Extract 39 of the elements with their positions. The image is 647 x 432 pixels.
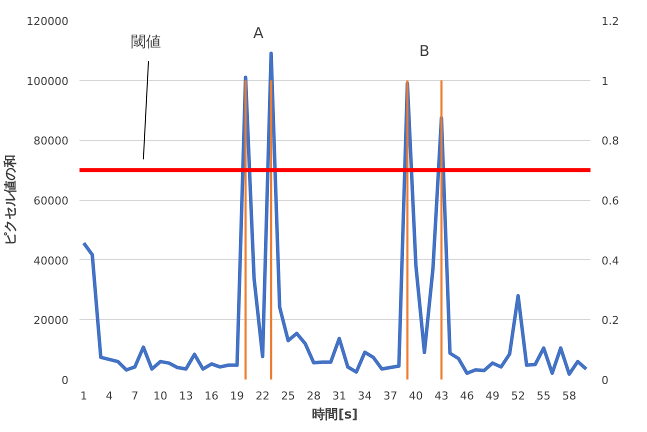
x-tick-label: 49 <box>486 390 500 402</box>
y-tick-label: 80000 <box>34 134 69 148</box>
y-tick-label: 20000 <box>34 314 69 328</box>
x-axis-title: 時間[s] <box>312 408 358 422</box>
y2-tick-label: 0.2 <box>602 314 619 328</box>
y2-tick-label: 0.8 <box>602 134 619 148</box>
x-tick-label: 52 <box>511 390 526 402</box>
y2-tick-label: 0.4 <box>602 254 619 268</box>
x-tick-label: 31 <box>332 390 346 402</box>
x-tick-label: 28 <box>306 390 321 402</box>
ref-line-label: 閾値 <box>130 32 161 50</box>
x-tick-label: 34 <box>358 390 372 402</box>
x-tick-label: 16 <box>204 390 219 402</box>
annotation: B <box>419 42 430 60</box>
y-tick-label: 100000 <box>26 74 69 88</box>
x-tick-label: 4 <box>106 390 113 402</box>
x-tick-label: 58 <box>562 390 576 402</box>
x-tick-label: 37 <box>383 390 398 402</box>
y-tick-label: 0 <box>62 374 68 387</box>
x-tick-label: 13 <box>178 390 193 402</box>
y-tick-label: 60000 <box>34 194 69 208</box>
x-tick-label: 19 <box>230 390 244 402</box>
x-tick-label: 7 <box>131 390 138 402</box>
y2-tick-label: 0.6 <box>602 194 619 208</box>
annotation: A <box>253 24 264 42</box>
y2-tick-label: 1.2 <box>602 15 619 28</box>
y2-tick-label: 0 <box>602 374 608 387</box>
x-tick-label: 43 <box>434 390 448 402</box>
x-tick-label: 40 <box>408 390 423 402</box>
y2-tick-label: 1 <box>602 74 608 88</box>
x-tick-label: 46 <box>460 390 474 402</box>
x-tick-label: 55 <box>536 390 551 402</box>
x-tick-label: 25 <box>281 390 296 402</box>
y-axis-title: ピクセル値の和 <box>2 154 19 246</box>
x-tick-label: 10 <box>153 390 168 402</box>
y-tick-label: 120000 <box>26 15 69 28</box>
x-tick-label: 22 <box>256 390 270 402</box>
y-tick-label: 40000 <box>34 254 69 268</box>
x-tick-label: 1 <box>80 390 88 402</box>
